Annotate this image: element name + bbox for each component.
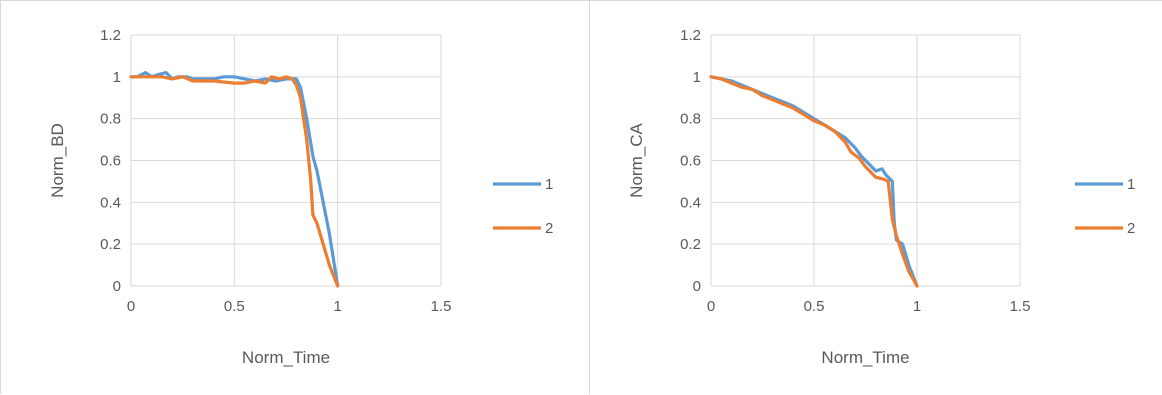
y-tick-label: 0.6 <box>680 153 701 170</box>
chart-panel-left: 0 0.2 0.4 0.6 0.8 1 1.2 0 0.5 1 1.5 Norm_Time Norm_B… <box>0 0 590 394</box>
series-line-1 <box>129 70 340 288</box>
y-tick-label: 1 <box>693 69 701 86</box>
y-tick-label: 0.2 <box>100 236 121 253</box>
y-tick-label: 0.8 <box>100 111 121 128</box>
y-tick-label: 0.4 <box>680 194 701 211</box>
chart-panel-right: 0 0.2 0.4 0.6 0.8 1 1.2 0 0.5 1 1.5 Norm_Time Norm_C… <box>590 0 1162 394</box>
chart-norm-ca: 0 0.2 0.4 0.6 0.8 1 1.2 0 0.5 1 1.5 Norm_Time Norm_C… <box>627 27 1135 367</box>
legend-label: 1 <box>545 176 553 193</box>
y-tick-label: 0.8 <box>680 111 701 128</box>
y-tick-label: 0.6 <box>100 153 121 170</box>
x-tick-label: 1.5 <box>1010 298 1031 315</box>
x-axis-title: Norm_Time <box>821 348 909 367</box>
y-axis-title: Norm_CA <box>627 123 646 198</box>
x-tick-label: 1 <box>913 298 921 315</box>
chart-norm-bd: 0 0.2 0.4 0.6 0.8 1 1.2 0 0.5 1 1.5 Norm_Time Norm_B… <box>48 27 553 367</box>
y-tick-label: 0 <box>113 278 121 295</box>
y-tick-label: 1 <box>113 69 121 86</box>
x-tick-label: 0 <box>127 298 135 315</box>
x-tick-label: 0 <box>707 298 715 315</box>
y-tick-label: 1.2 <box>100 27 121 44</box>
legend-label: 2 <box>1127 220 1135 237</box>
y-tick-label: 0.2 <box>680 236 701 253</box>
series-line-2 <box>709 75 919 288</box>
x-axis-title: Norm_Time <box>242 348 330 367</box>
x-tick-label: 1 <box>333 298 341 315</box>
y-tick-label: 0.4 <box>100 194 121 211</box>
y-axis-title: Norm_BD <box>48 123 67 198</box>
x-tick-label: 0.5 <box>804 298 825 315</box>
x-tick-label: 0.5 <box>224 298 245 315</box>
legend-label: 2 <box>545 220 553 237</box>
legend-label: 1 <box>1127 176 1135 193</box>
y-tick-label: 1.2 <box>680 27 701 44</box>
y-tick-label: 0 <box>693 278 701 295</box>
series-line-2 <box>129 75 340 288</box>
x-tick-label: 1.5 <box>431 298 452 315</box>
